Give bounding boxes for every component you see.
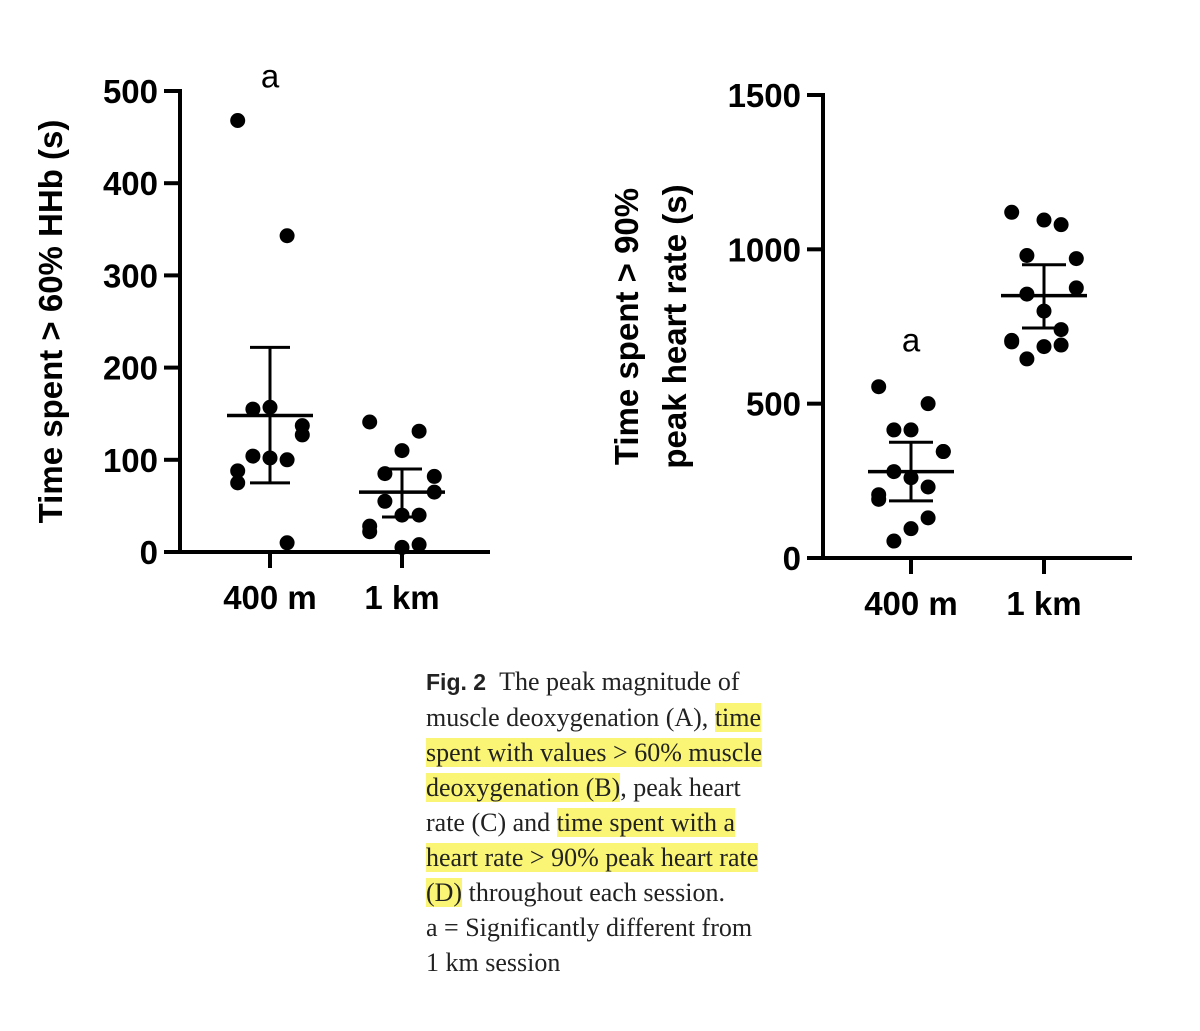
data-point	[394, 443, 410, 459]
data-point	[245, 401, 261, 417]
data-point	[279, 452, 295, 468]
caption-line: (D) throughout each session.	[426, 875, 866, 910]
caption-text: throughout each session.	[462, 878, 725, 907]
data-point	[1004, 334, 1020, 350]
caption-line: a = Significantly different from	[426, 910, 866, 945]
figure-caption: Fig. 2 The peak magnitude of muscle deoxy…	[426, 664, 866, 980]
y-axis-title: Time spent > 90%	[608, 188, 645, 465]
significance-annotation: a	[261, 58, 280, 95]
caption-text: , peak heart	[620, 773, 741, 802]
data-point	[886, 422, 902, 438]
data-point	[426, 468, 442, 484]
data-point	[230, 463, 246, 479]
x-tick-label: 1 km	[364, 579, 439, 616]
significance-annotation: a	[902, 322, 921, 359]
data-point	[920, 479, 936, 495]
caption-highlight: spent with values > 60% muscle	[426, 738, 762, 767]
y-tick-label: 200	[103, 350, 158, 387]
data-point	[394, 539, 410, 555]
data-point	[279, 535, 295, 551]
y-tick-label: 0	[783, 540, 801, 577]
chart-panel-b: 0 500 1000 1500 400 m 1 km Time spent > 90% pea…	[608, 77, 1132, 622]
caption-line: muscle deoxygenation (A), time	[426, 700, 866, 735]
data-point	[245, 448, 261, 464]
data-point	[230, 475, 246, 491]
caption-highlight: heart rate > 90% peak heart rate	[426, 843, 759, 872]
data-point	[1036, 212, 1052, 228]
data-point	[362, 524, 378, 540]
y-tick-label: 300	[103, 257, 158, 294]
data-point	[871, 491, 887, 507]
chart-panel-a: 0 100 200 300 400 500 400 m 1 km Time spent > 60…	[32, 58, 490, 616]
data-point	[1053, 322, 1069, 338]
data-point	[1068, 251, 1084, 267]
caption-text: The peak magnitude of	[499, 667, 740, 696]
data-point	[1019, 248, 1035, 264]
x-tick-label: 1 km	[1006, 585, 1081, 622]
data-point	[1004, 204, 1020, 220]
data-point	[377, 493, 393, 509]
caption-highlight: deoxygenation (B)	[426, 773, 621, 802]
data-point	[903, 422, 919, 438]
caption-line: Fig. 2 The peak magnitude of	[426, 664, 866, 700]
caption-text: a = Significantly different from	[426, 913, 753, 942]
caption-line: deoxygenation (B), peak heart	[426, 770, 866, 805]
x-tick-label: 400 m	[864, 585, 958, 622]
y-tick-label: 100	[103, 442, 158, 479]
caption-text: 1 km session	[426, 948, 561, 977]
data-point	[903, 521, 919, 537]
caption-line: rate (C) and time spent with a	[426, 805, 866, 840]
data-point	[920, 396, 936, 412]
data-point	[1068, 280, 1084, 296]
data-point	[871, 379, 887, 395]
y-axis-title: Time spent > 60% HHb (s)	[32, 120, 69, 524]
data-point	[362, 414, 378, 430]
data-point	[1053, 217, 1069, 233]
y-tick-label: 1500	[728, 77, 801, 114]
data-point	[411, 507, 427, 523]
caption-highlight: time spent with a	[556, 808, 736, 837]
caption-line: spent with values > 60% muscle	[426, 735, 866, 770]
caption-highlight: (D)	[426, 878, 463, 907]
y-tick-label: 400	[103, 165, 158, 202]
y-tick-label: 500	[103, 73, 158, 110]
data-point	[1036, 339, 1052, 355]
data-point	[279, 228, 295, 244]
y-tick-label: 0	[140, 534, 158, 571]
data-point	[411, 423, 427, 439]
data-point	[920, 510, 936, 526]
y-tick-label: 500	[746, 386, 801, 423]
data-point	[230, 113, 246, 129]
data-point	[886, 533, 902, 549]
caption-text: muscle deoxygenation (A),	[426, 703, 715, 732]
caption-text: rate (C) and	[426, 808, 557, 837]
data-point	[935, 444, 951, 460]
data-point	[1019, 351, 1035, 367]
caption-line: 1 km session	[426, 945, 866, 980]
figure: 0 100 200 300 400 500 400 m 1 km Time spent > 60…	[32, 58, 1132, 622]
x-tick-label: 400 m	[223, 579, 317, 616]
data-point	[411, 537, 427, 553]
y-axis-title: peak heart rate (s)	[656, 184, 693, 468]
data-point	[1053, 337, 1069, 353]
caption-highlight: time	[714, 703, 762, 732]
caption-line: heart rate > 90% peak heart rate	[426, 840, 866, 875]
figure-label: Fig. 2	[426, 669, 487, 695]
y-tick-label: 1000	[728, 231, 801, 268]
data-point	[294, 427, 310, 443]
